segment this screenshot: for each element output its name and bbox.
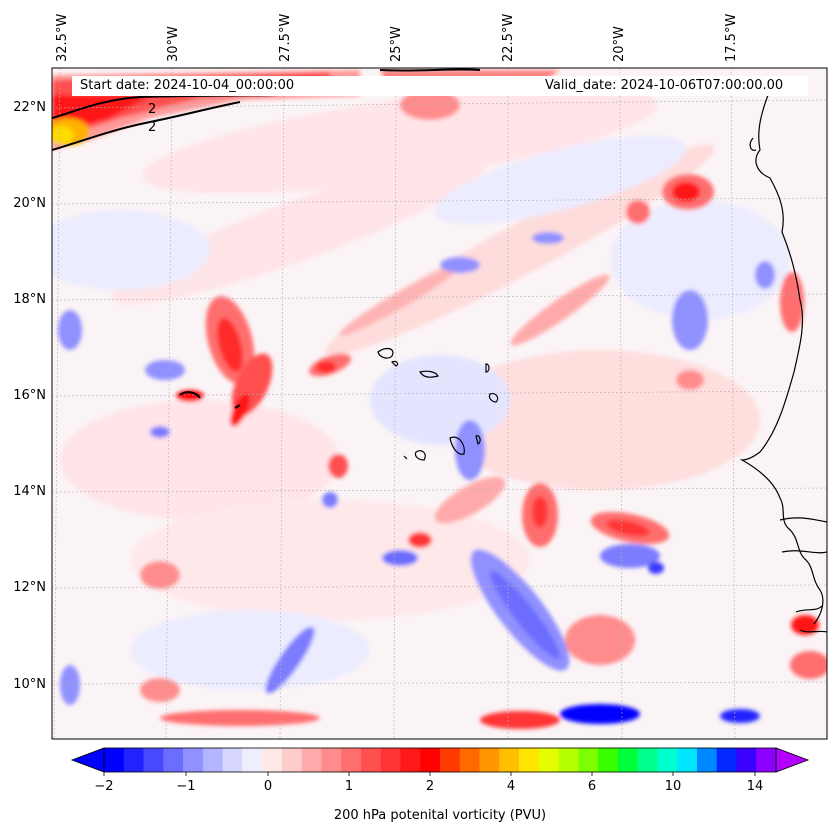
colorbar-tick-label: 1 — [345, 779, 353, 794]
lat-label: 16°N — [13, 388, 46, 403]
colorbar-tick-label: 2 — [426, 779, 434, 794]
colorbar-swatch — [696, 748, 718, 772]
contour-label: 2 — [148, 102, 156, 117]
colorbar-swatch — [459, 748, 480, 772]
colorbar-swatch — [578, 748, 599, 772]
pv-field — [52, 70, 827, 729]
lat-label: 20°N — [13, 196, 46, 211]
colorbar-swatch — [558, 748, 579, 772]
colorbar-title: 200 hPa potenital vorticity (PVU) — [333, 808, 547, 823]
lon-label: 22.5°W — [501, 14, 516, 62]
colorbar-ticks: −2 −1 0 1 2 4 6 10 14 — [94, 772, 763, 794]
valid-date-label: Valid_date: 2024-10-06T07:00:00.00 — [545, 78, 784, 93]
colorbar-tick-label: 14 — [747, 779, 764, 794]
colorbar-tick-label: −2 — [94, 779, 113, 794]
colorbar-swatches — [104, 748, 777, 772]
colorbar-swatch — [736, 748, 757, 772]
colorbar-swatch — [637, 748, 658, 772]
lat-label: 10°N — [13, 677, 46, 692]
colorbar-swatch — [519, 748, 540, 772]
gridlines — [52, 68, 827, 739]
colorbar-swatch — [756, 748, 777, 772]
colorbar-swatch — [420, 748, 441, 772]
lon-label: 27.5°W — [278, 14, 293, 62]
colorbar-swatch — [104, 748, 125, 772]
map-area: 2 2 — [52, 68, 827, 739]
colorbar-swatch — [183, 748, 204, 772]
colorbar-swatch — [499, 748, 520, 772]
lon-label: 20°W — [612, 26, 627, 62]
colorbar-swatch — [360, 748, 382, 772]
lat-label: 14°N — [13, 484, 46, 499]
colorbar-swatch — [222, 748, 243, 772]
colorbar-swatch — [677, 748, 698, 772]
colorbar-under-arrow — [70, 747, 105, 773]
lon-label: 25°W — [389, 26, 404, 62]
colorbar-tick-label: 10 — [665, 779, 682, 794]
longitude-labels: 32.5°W 30°W 27.5°W 25°W 22.5°W 20°W 17.5… — [55, 14, 739, 62]
coastlines — [377, 89, 827, 633]
start-date-label: Start date: 2024-10-04_00:00:00 — [80, 78, 295, 93]
colorbar-swatch — [202, 748, 223, 772]
colorbar-outline — [103, 747, 777, 773]
colorbar-tick-label: 0 — [264, 779, 272, 794]
colorbar-swatch — [440, 748, 461, 772]
colorbar-swatch — [538, 748, 559, 772]
colorbar-over-arrow — [775, 747, 810, 773]
date-annotation-box — [72, 76, 808, 96]
colorbar-swatch — [123, 748, 144, 772]
lat-label: 18°N — [13, 292, 46, 307]
latitude-labels: 22°N 20°N 18°N 16°N 14°N 12°N 10°N — [13, 100, 46, 692]
colorbar-swatch — [380, 748, 401, 772]
colorbar-swatch — [617, 748, 639, 772]
colorbar: −2 −1 0 1 2 4 6 10 14 — [70, 747, 810, 794]
colorbar-swatch — [341, 748, 362, 772]
colorbar-swatch — [657, 748, 678, 772]
lon-label: 30°W — [166, 26, 181, 62]
colorbar-swatch — [242, 748, 263, 772]
colorbar-tick-label: 6 — [588, 779, 596, 794]
colorbar-tick-label: −1 — [176, 779, 195, 794]
contour-label: 2 — [148, 120, 156, 135]
lat-label: 22°N — [13, 100, 46, 115]
colorbar-swatch — [716, 748, 737, 772]
colorbar-swatch — [281, 748, 303, 772]
colorbar-swatch — [400, 748, 421, 772]
lat-label: 12°N — [13, 580, 46, 595]
colorbar-swatch — [598, 748, 619, 772]
colorbar-swatch — [262, 748, 283, 772]
map-frame — [51, 67, 828, 740]
colorbar-tick-label: 4 — [507, 779, 515, 794]
colorbar-swatch — [163, 748, 184, 772]
colorbar-swatch — [479, 748, 500, 772]
lon-label: 17.5°W — [724, 14, 739, 62]
colorbar-swatch — [321, 748, 342, 772]
colorbar-swatch — [301, 748, 322, 772]
colorbar-swatch — [143, 748, 164, 772]
lon-label: 32.5°W — [55, 14, 70, 62]
